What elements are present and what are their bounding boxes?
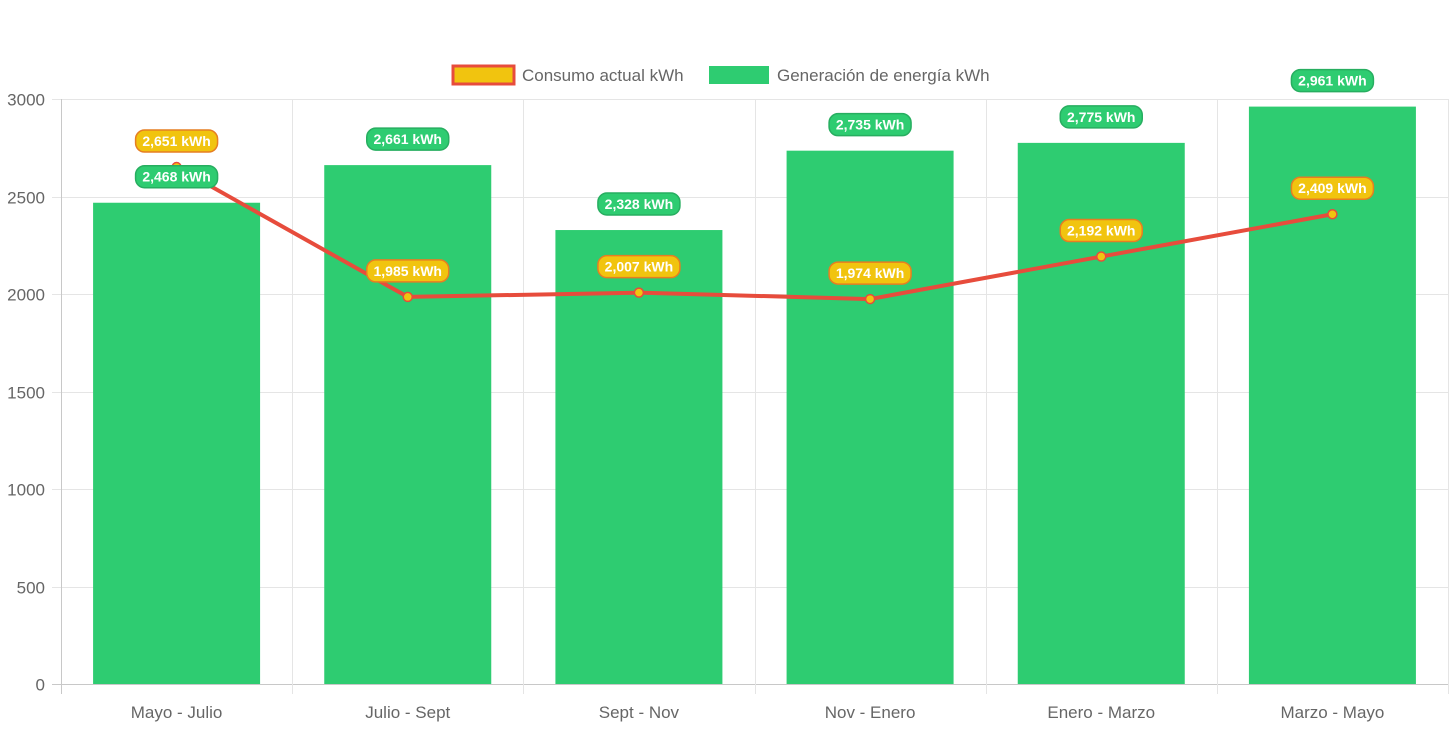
bar-data-label: 2,468 kWh bbox=[134, 164, 219, 189]
bar-data-label: 2,775 kWh bbox=[1059, 105, 1143, 129]
y-tick-label: 0 bbox=[36, 676, 45, 695]
data-label-bg bbox=[1290, 176, 1375, 200]
data-label-bg bbox=[1290, 68, 1375, 93]
bars bbox=[93, 106, 1416, 685]
x-tick-label: Julio - Sept bbox=[365, 703, 450, 722]
y-tick-label: 1000 bbox=[7, 481, 45, 500]
legend-item-generacion: Generación de energía kWh bbox=[709, 66, 990, 85]
data-label-text: 2,192 kWh bbox=[1067, 223, 1135, 239]
data-label-bg bbox=[828, 112, 912, 137]
data-label-text: 2,651 kWh bbox=[142, 133, 210, 149]
y-tick-label: 1500 bbox=[7, 384, 45, 403]
data-label-bg bbox=[366, 127, 450, 151]
x-tick-label: Mayo - Julio bbox=[131, 703, 223, 722]
legend-label-generacion: Generación de energía kWh bbox=[777, 66, 990, 85]
legend: Consumo actual kWh Generación de energía … bbox=[451, 64, 990, 86]
line-data-label: 1,985 kWh bbox=[366, 259, 450, 283]
bar-data-label: 2,661 kWh bbox=[366, 127, 450, 151]
legend-item-consumo: Consumo actual kWh bbox=[451, 64, 684, 86]
consumo-point-4 bbox=[864, 293, 876, 305]
bar-4 bbox=[786, 150, 954, 685]
x-tick-label: Marzo - Mayo bbox=[1280, 703, 1384, 722]
data-label-bg bbox=[1059, 218, 1143, 243]
y-tick-label: 2000 bbox=[7, 286, 45, 305]
legend-swatch-generacion bbox=[709, 66, 769, 84]
data-labels: 2,468 kWh 2,661 kWh 2,328 kWh 2,735 kWh 2,77… bbox=[134, 68, 1375, 285]
data-label-bg bbox=[597, 254, 681, 279]
data-label-text: 2,735 kWh bbox=[836, 117, 904, 133]
data-label-bg bbox=[597, 192, 681, 216]
data-label-text: 2,775 kWh bbox=[1067, 109, 1135, 125]
consumo-point-3 bbox=[633, 287, 645, 298]
data-label-bg bbox=[366, 259, 450, 283]
line-data-label: 2,007 kWh bbox=[597, 254, 681, 279]
line-data-label: 1,974 kWh bbox=[828, 261, 912, 285]
bar-3 bbox=[555, 230, 723, 685]
data-label-text: 2,007 kWh bbox=[605, 259, 673, 275]
bar-6 bbox=[1248, 106, 1416, 685]
consumo-point-2 bbox=[402, 291, 413, 303]
y-tick-label: 500 bbox=[17, 579, 45, 598]
grid bbox=[52, 99, 1449, 694]
bar-data-label: 2,328 kWh bbox=[597, 192, 681, 216]
data-label-text: 2,961 kWh bbox=[1298, 73, 1366, 89]
axes: 0 500 1000 1500 2000 2500 3000 Mayo - Julio Juli… bbox=[7, 91, 1384, 723]
x-tick-label: Sept - Nov bbox=[599, 703, 680, 722]
data-label-text: 2,328 kWh bbox=[605, 196, 673, 212]
data-label-bg bbox=[828, 261, 912, 285]
bar-data-label: 2,735 kWh bbox=[828, 112, 912, 137]
y-tick-label: 2500 bbox=[7, 189, 45, 208]
consumo-point-6 bbox=[1327, 208, 1338, 220]
x-tick-label: Nov - Enero bbox=[825, 703, 916, 722]
bar-1 bbox=[93, 202, 261, 685]
data-label-text: 2,409 kWh bbox=[1298, 180, 1366, 196]
line-data-label: 2,651 kWh bbox=[134, 129, 219, 153]
line-data-label: 2,409 kWh bbox=[1290, 176, 1375, 200]
line-data-label: 2,192 kWh bbox=[1059, 218, 1143, 243]
data-label-bg bbox=[134, 164, 219, 189]
data-label-text: 2,661 kWh bbox=[374, 131, 442, 147]
data-label-bg bbox=[1059, 105, 1143, 129]
x-tick-label: Enero - Marzo bbox=[1047, 703, 1155, 722]
legend-label-consumo: Consumo actual kWh bbox=[522, 66, 684, 85]
data-label-bg bbox=[134, 129, 219, 153]
legend-swatch-consumo bbox=[451, 64, 516, 86]
data-label-text: 2,468 kWh bbox=[142, 169, 210, 185]
bar-2 bbox=[324, 165, 492, 685]
y-tick-label: 3000 bbox=[7, 91, 45, 110]
data-label-text: 1,985 kWh bbox=[374, 263, 442, 279]
bar-data-label: 2,961 kWh bbox=[1290, 68, 1375, 93]
consumo-point-5 bbox=[1096, 251, 1107, 262]
data-label-text: 1,974 kWh bbox=[836, 265, 904, 281]
